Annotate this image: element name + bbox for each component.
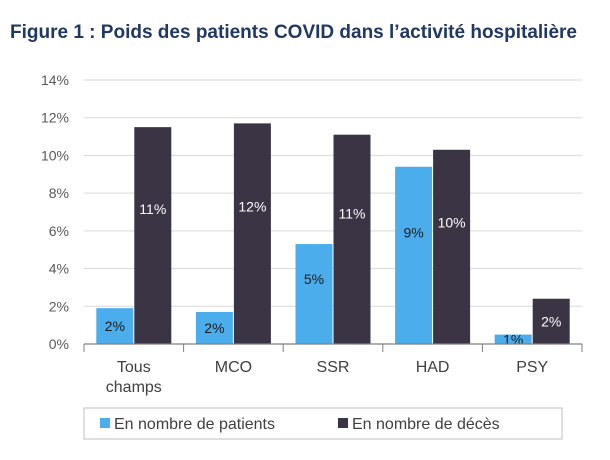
data-label: 2% — [541, 313, 561, 329]
bar-deces — [433, 149, 471, 344]
category-label: PSY — [516, 359, 548, 376]
bar-patients — [395, 166, 433, 344]
bar-deces — [532, 298, 570, 344]
data-label: 11% — [339, 205, 366, 221]
bar-patients — [295, 244, 333, 344]
data-label: 5% — [304, 271, 324, 287]
x-axis — [83, 343, 583, 352]
legend-swatch — [338, 418, 348, 428]
y-tick-label: 4% — [49, 261, 69, 277]
chart-title: Figure 1 : Poids des patients COVID dans… — [10, 22, 577, 43]
category-label: Tous — [117, 359, 151, 376]
bar-patients — [96, 308, 134, 344]
data-label: 12% — [238, 199, 266, 215]
data-label: 9% — [403, 225, 423, 241]
category-label: MCO — [215, 359, 252, 376]
data-label: 2% — [105, 318, 125, 334]
category-label: champs — [106, 379, 162, 396]
data-label: 11% — [139, 201, 166, 217]
category-labels: Tous champs MCO SSR HAD PSY — [106, 359, 549, 396]
y-tick-label: 6% — [49, 223, 69, 239]
bar-deces — [333, 134, 371, 344]
bar-patients — [494, 334, 532, 344]
y-tick-label: 14% — [41, 72, 69, 88]
bar-deces — [134, 127, 172, 345]
data-label: 1% — [503, 331, 523, 347]
y-tick-label: 0% — [49, 336, 69, 352]
data-label: 2% — [204, 320, 224, 336]
legend-swatch — [100, 418, 110, 428]
data-label: 10% — [438, 214, 466, 230]
legend-label: En nombre de patients — [114, 416, 275, 433]
legend-label: En nombre de décès — [352, 416, 500, 433]
y-tick-label: 2% — [49, 298, 69, 314]
category-label: HAD — [416, 359, 450, 376]
data-labels: 2% 11% 2% 12% 5% 11% 9% 10% 1% 2% — [105, 199, 562, 348]
bar-deces — [233, 123, 271, 344]
y-tick-label: 12% — [41, 110, 69, 126]
y-axis-ticks: 0% 2% 4% 6% 8% 10% 12% 14% — [41, 72, 69, 352]
bar-patients — [195, 311, 233, 344]
gridlines — [84, 79, 582, 307]
legend: En nombre de patients En nombre de décès — [83, 407, 563, 440]
y-tick-label: 10% — [41, 147, 69, 163]
legend-box — [83, 407, 563, 440]
bars — [96, 123, 570, 345]
category-label: SSR — [317, 359, 350, 376]
y-tick-label: 8% — [49, 185, 69, 201]
